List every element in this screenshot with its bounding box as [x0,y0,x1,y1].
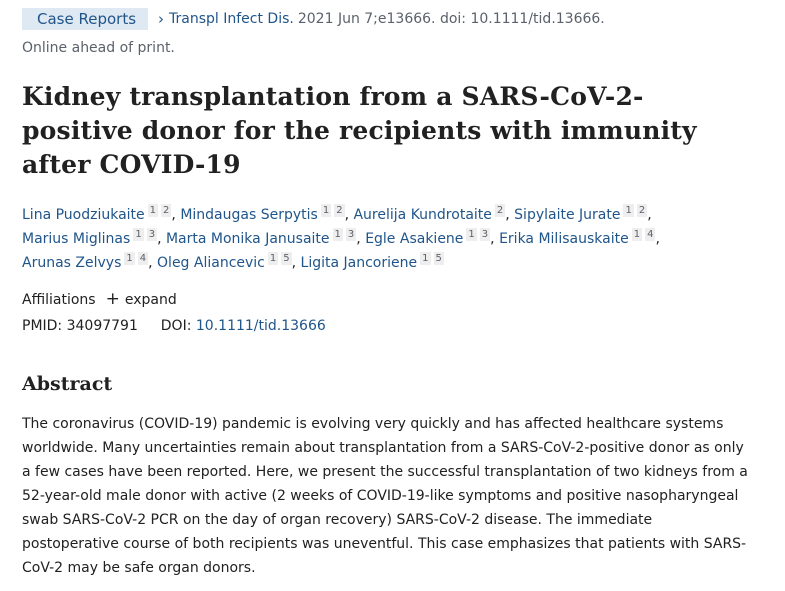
affiliation-number[interactable]: 1 [147,204,159,217]
affiliations-label[interactable]: Affiliations [22,291,96,308]
affiliation-number[interactable]: 1 [420,252,431,265]
affiliation-number[interactable]: 3 [345,228,357,241]
affiliation-number[interactable]: 1 [466,228,477,241]
author-item: Aurelija Kundrotaite 2 [353,204,506,223]
author-link[interactable]: Erika Milisauskaite [499,231,629,247]
affiliation-number[interactable]: 5 [281,252,292,265]
affiliation-number[interactable]: 2 [494,204,506,217]
affiliation-number[interactable]: 2 [334,204,345,217]
pmid-value: 34097791 [66,318,138,334]
affiliation-number[interactable]: 1 [133,228,144,241]
author-link[interactable]: Arunas Zelvys [22,255,122,271]
chevron-right-icon[interactable]: › [158,9,165,28]
affiliation-number[interactable]: 4 [645,228,656,241]
affiliation-number[interactable]: 2 [161,204,172,217]
author-link[interactable]: Sipylaite Jurate [514,207,621,223]
publication-type-button[interactable]: Case Reports [22,8,149,30]
author-link[interactable]: Egle Asakiene [365,231,464,247]
author-link[interactable]: Marius Miglinas [22,231,131,247]
affiliation-number[interactable]: 1 [623,204,634,217]
citation: › Transpl Infect Dis. 2021 Jun 7;e13666.… [158,11,605,27]
author-link[interactable]: Ligita Jancoriene [300,255,418,271]
citation-row: Case Reports › Transpl Infect Dis. 2021 … [22,8,605,30]
affiliation-number[interactable]: 3 [146,228,158,241]
publication-status: Online ahead of print. [22,40,175,56]
plus-icon: + [105,289,120,309]
citation-details: 2021 Jun 7;e13666. doi: 10.1111/tid.1366… [297,11,605,27]
author-item: Ligita Jancoriene 1 5 [300,252,444,271]
author-link[interactable]: Mindaugas Serpytis [180,207,318,223]
author-link[interactable]: Marta Monika Janusaite [165,231,330,247]
affiliation-number[interactable]: 2 [636,204,648,217]
expand-affiliations-button[interactable]: + expand [106,291,177,308]
affiliations-toggle: Affiliations + expand [22,291,177,308]
affiliation-number[interactable]: 3 [479,228,491,241]
doi-label: DOI: [160,318,192,334]
authors-list: Lina Puodziukaite 1 2, Mindaugas Serpytis 1… [22,204,660,271]
author-item: Marius Miglinas 1 3 [22,228,158,247]
author-item: Sipylaite Jurate 1 2 [514,204,648,223]
author-item: Egle Asakiene 1 3 [365,228,491,247]
affiliation-number[interactable]: 1 [124,252,135,265]
affiliation-number[interactable]: 4 [137,252,149,265]
author-link[interactable]: Oleg Aliancevic [157,255,265,271]
doi-link[interactable]: 10.1111/tid.13666 [195,318,326,334]
affiliation-number[interactable]: 1 [320,204,332,217]
author-item: Lina Puodziukaite 1 2 [22,204,172,223]
affiliation-number[interactable]: 5 [433,252,444,265]
abstract-heading: Abstract [22,373,113,395]
journal-link[interactable]: Transpl Infect Dis. [169,11,294,27]
abstract-text: The coronavirus (COVID-19) pandemic is e… [22,416,748,576]
identifiers: PMID: 34097791 DOI: 10.1111/tid.13666 [22,318,326,334]
author-item: Mindaugas Serpytis 1 2 [180,204,345,223]
author-item: Oleg Aliancevic 1 5 [157,252,292,271]
article-title: Kidney transplantation from a SARS-CoV-2… [22,82,697,179]
pmid-label: PMID: [22,318,63,334]
author-item: Arunas Zelvys 1 4 [22,252,149,271]
author-link[interactable]: Aurelija Kundrotaite [353,207,492,223]
affiliation-number[interactable]: 1 [332,228,343,241]
author-item: Erika Milisauskaite 1 4 [499,228,656,247]
author-link[interactable]: Lina Puodziukaite [22,207,145,223]
affiliation-number[interactable]: 1 [267,252,279,265]
affiliation-number[interactable]: 1 [631,228,643,241]
author-item: Marta Monika Janusaite 1 3 [165,228,357,247]
expand-label: expand [124,291,177,308]
